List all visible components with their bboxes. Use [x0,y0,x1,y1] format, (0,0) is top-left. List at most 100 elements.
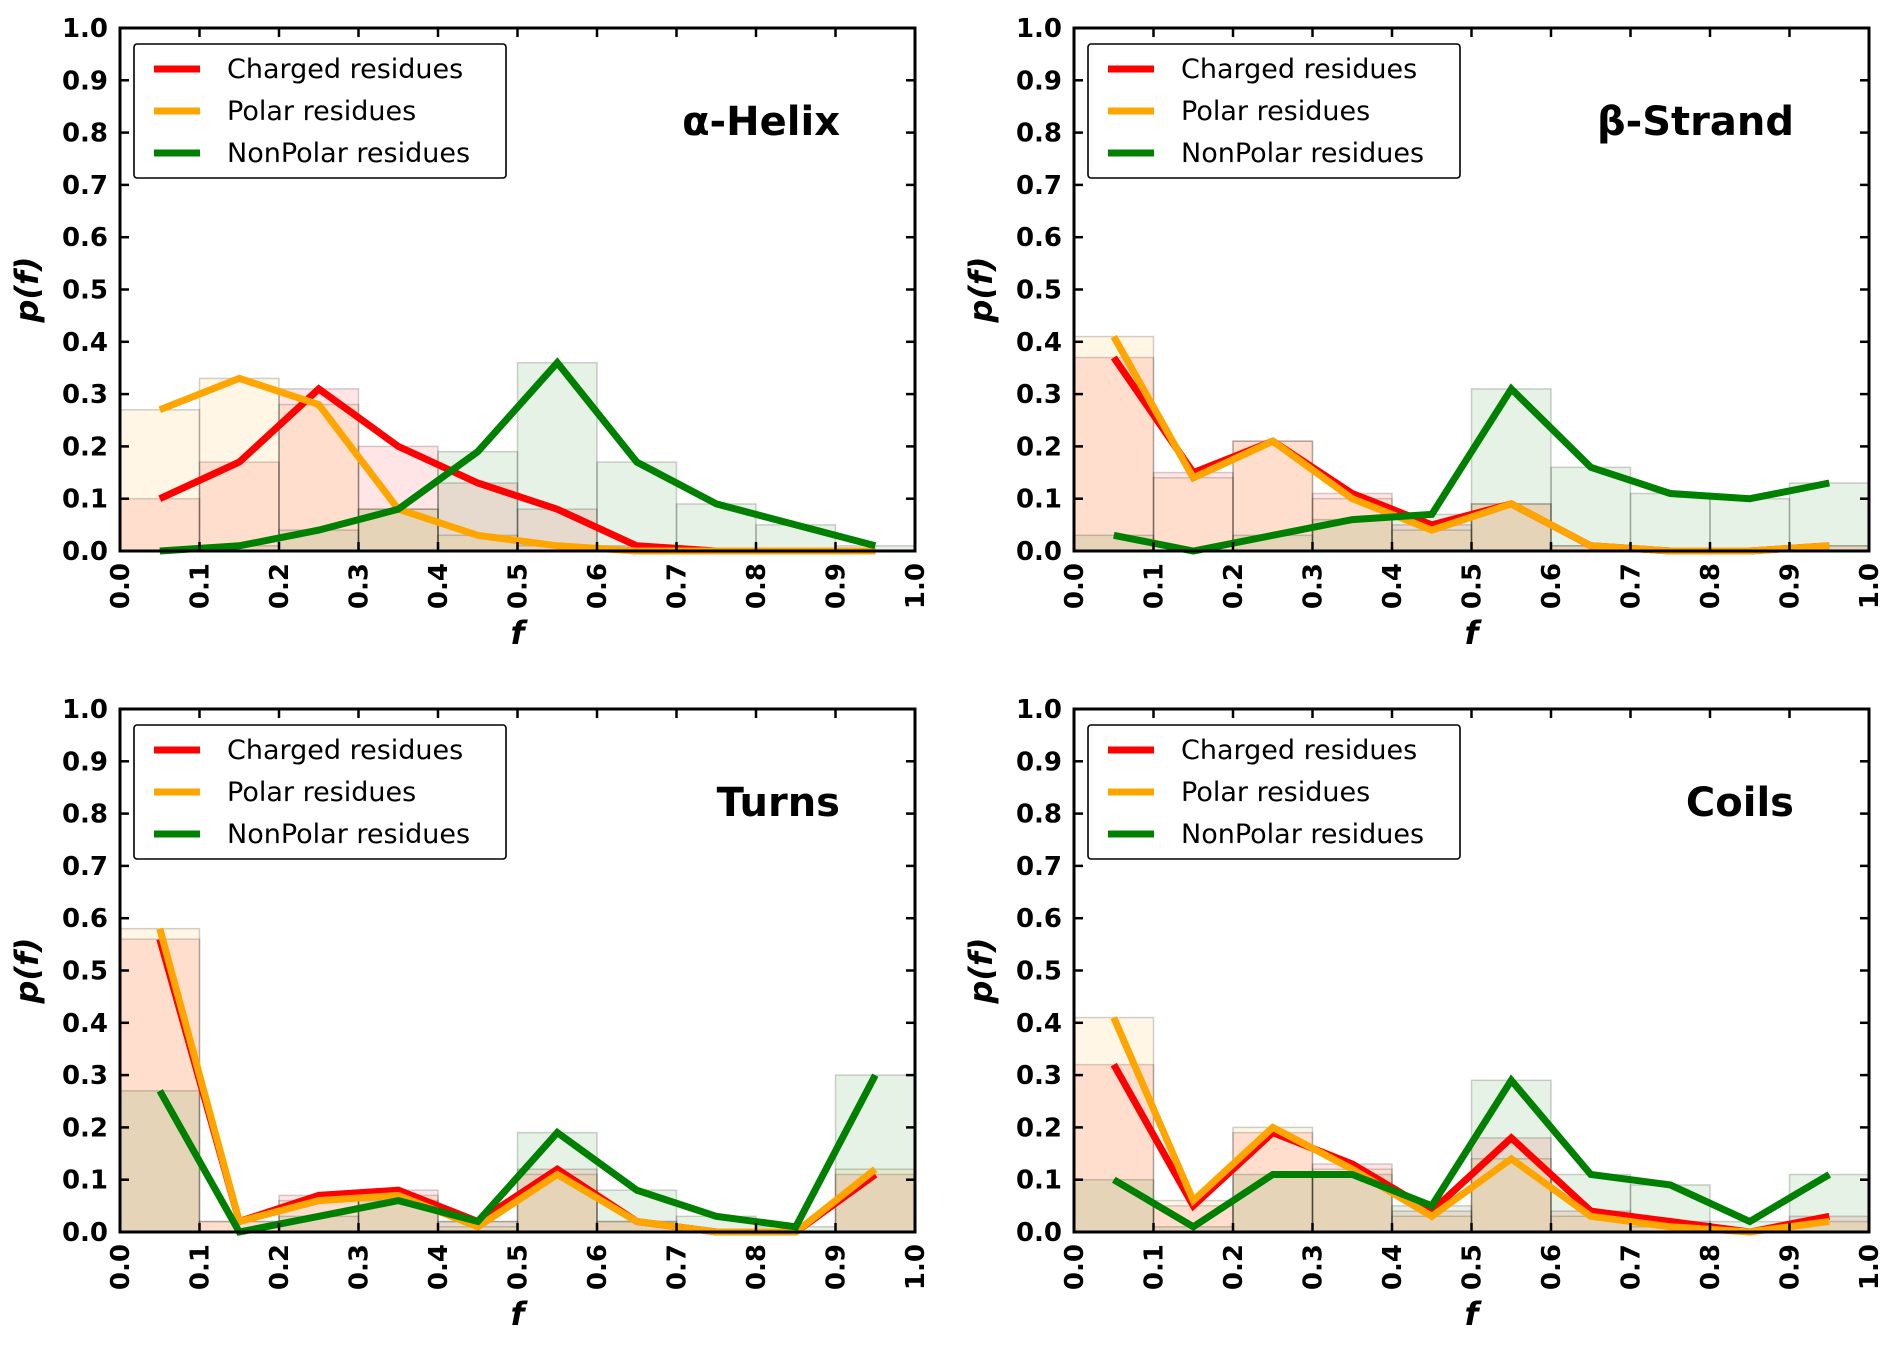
y-axis-label: p(f) [8,256,46,323]
y-axis-label: p(f) [962,256,1000,323]
bar-nonpolar [1073,1178,1155,1233]
legend-label-polar: Polar residues [227,777,416,808]
x-tick-label: 1.0 [901,563,931,609]
y-tick-label: 0.6 [1016,904,1062,934]
x-tick-label: 0.3 [345,563,375,609]
bar-polar [119,409,201,552]
y-tick-label: 0.5 [1016,276,1062,306]
legend: Charged residues Polar residues NonPolar r… [1087,724,1461,860]
x-tick-label: 0.7 [663,563,693,609]
x-tick-label: 0.6 [583,1244,613,1290]
x-tick-label: 1.0 [1855,563,1885,609]
y-tick-label: 0.5 [62,957,108,987]
x-tick-label: 0.0 [1060,563,1090,609]
x-ticks: 0.0 0.1 0.2 0.3 0.4 0.5 0.6 0.7 0.8 0.9 1.0 [106,28,931,609]
x-tick-label: 0.8 [1696,1244,1726,1290]
y-tick-label: 0.8 [62,800,108,830]
x-tick-label: 0.9 [1776,563,1806,609]
x-tick-label: 0.8 [742,563,772,609]
x-axis-label: f [1465,1295,1483,1333]
panel-title: β-Strand [1597,99,1794,145]
bar-nonpolar [1788,482,1870,552]
y-tick-label: 1.0 [1016,14,1062,44]
y-tick-label: 1.0 [1016,695,1062,725]
bar-charged [1152,471,1234,552]
legend-box [1087,43,1461,179]
y-tick-label: 0.5 [62,276,108,306]
y-tick-label: 0.1 [1016,485,1062,515]
y-tick-label: 0.1 [1016,1166,1062,1196]
x-tick-label: 0.7 [663,1244,693,1290]
y-tick-label: 0.9 [62,66,108,96]
y-tick-label: 0.3 [62,380,108,410]
histogram-bars [119,361,916,552]
x-tick-label: 0.7 [1617,1244,1647,1290]
legend-label-nonpolar: NonPolar residues [227,138,470,169]
y-tick-label: 0.3 [62,1061,108,1091]
y-tick-label: 0.7 [62,171,108,201]
x-axis-label: f [511,614,529,652]
y-tick-label: 0.0 [1016,537,1062,567]
x-axis-label: f [1465,614,1483,652]
legend-label-nonpolar: NonPolar residues [1181,138,1424,169]
y-tick-label: 0.2 [1016,1113,1062,1143]
panel-title: Coils [1686,780,1794,826]
x-tick-label: 0.0 [1060,1244,1090,1290]
panel-title: Turns [717,780,840,826]
x-tick-label: 0.4 [424,563,454,609]
bar-polar [1470,1158,1552,1233]
y-axis-label: p(f) [8,937,46,1004]
panel-title: α-Helix [682,99,840,145]
bar-nonpolar [119,1090,201,1233]
y-tick-label: 0.4 [62,328,108,358]
series-line-nonpolar [159,357,877,555]
panel-4: 0.0 0.1 0.2 0.3 0.4 0.5 0.6 0.7 0.8 0.9 1.00.00.10… [962,695,1885,1333]
x-tick-label: 0.4 [1378,1244,1408,1290]
legend-label-polar: Polar residues [1181,96,1370,127]
bar-charged [119,938,201,1233]
y-tick-label: 0.0 [62,537,108,567]
bar-polar [119,927,201,1233]
y-tick-label: 0.2 [1016,432,1062,462]
x-tick-label: 0.0 [106,1244,136,1290]
bar-nonpolar [1550,466,1632,552]
y-axis-label: p(f) [962,937,1000,1004]
x-tick-label: 0.8 [742,1244,772,1290]
y-tick-label: 0.6 [1016,223,1062,253]
y-tick-label: 0.2 [62,1113,108,1143]
bar-polar [1152,477,1234,552]
x-tick-label: 0.3 [1299,563,1329,609]
bar-charged [357,445,439,552]
y-tick-label: 1.0 [62,14,108,44]
x-tick-label: 0.3 [345,1244,375,1290]
y-tick-label: 0.7 [62,852,108,882]
bar-polar [1073,335,1155,552]
histogram-bars [119,927,916,1233]
y-tick-label: 0.6 [62,223,108,253]
y-ticks: 0.0 0.1 0.2 0.3 0.4 0.5 0.6 0.7 0.8 0.9 1.0 [1016,14,1869,567]
bar-nonpolar [1232,1173,1314,1233]
y-tick-label: 0.2 [62,432,108,462]
panel-3: 0.0 0.1 0.2 0.3 0.4 0.5 0.6 0.7 0.8 0.9 1.00.00.10… [8,695,931,1333]
legend-box [133,724,507,860]
y-tick-label: 0.8 [1016,119,1062,149]
legend-label-charged: Charged residues [1181,735,1417,766]
y-tick-label: 0.9 [1016,66,1062,96]
x-tick-label: 1.0 [901,1244,931,1290]
x-tick-label: 0.6 [583,563,613,609]
y-tick-label: 0.5 [1016,957,1062,987]
x-tick-label: 0.5 [1458,563,1488,609]
x-tick-label: 0.2 [265,563,295,609]
x-tick-label: 1.0 [1855,1244,1885,1290]
x-ticks: 0.0 0.1 0.2 0.3 0.4 0.5 0.6 0.7 0.8 0.9 1.0 [106,709,931,1290]
x-tick-label: 0.1 [186,1244,216,1290]
x-tick-label: 0.5 [1458,1244,1488,1290]
x-tick-label: 0.6 [1537,1244,1567,1290]
x-ticks: 0.0 0.1 0.2 0.3 0.4 0.5 0.6 0.7 0.8 0.9 1.0 [1060,709,1885,1290]
y-tick-label: 0.9 [1016,747,1062,777]
y-tick-label: 0.0 [62,1218,108,1248]
y-tick-label: 0.4 [1016,1009,1062,1039]
y-tick-label: 0.4 [1016,328,1062,358]
x-tick-label: 0.3 [1299,1244,1329,1290]
